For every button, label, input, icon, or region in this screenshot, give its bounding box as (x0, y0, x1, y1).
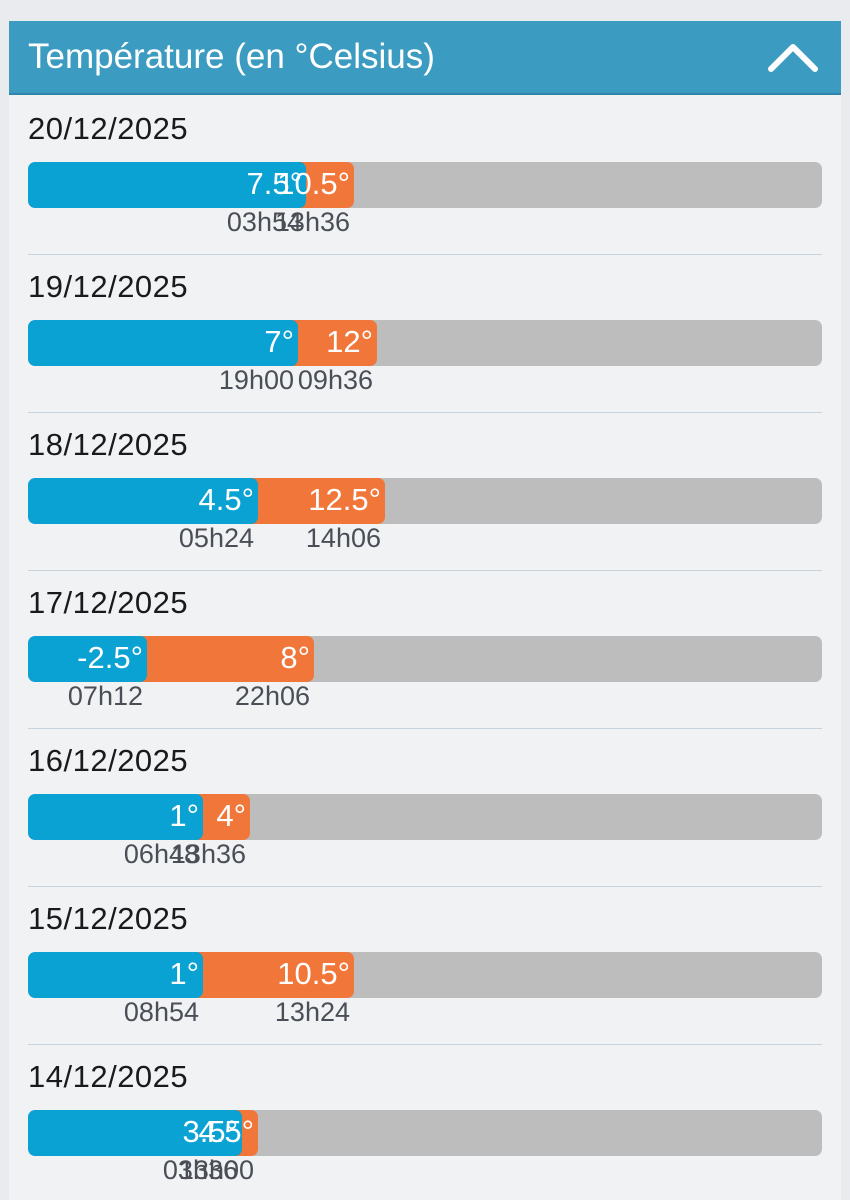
min-temperature-bar (28, 478, 258, 524)
panel-header[interactable]: Température (en °Celsius) (9, 21, 841, 95)
collapse-button[interactable] (761, 31, 825, 83)
max-temperature-time: 13h00 (178, 1155, 254, 1185)
day-date: 19/12/2025 (28, 269, 189, 304)
max-temperature-label: 10.5° (277, 956, 350, 991)
min-temperature-label: 1° (169, 956, 199, 991)
max-temperature-time: 14h06 (305, 523, 381, 553)
max-temperature-label: 4.5° (198, 1114, 255, 1149)
day-row: 17/12/2025 -2.5° 8° 07h12 22h06 (9, 571, 841, 729)
min-temperature-label: 4.5° (198, 482, 255, 517)
day-date: 14/12/2025 (28, 1059, 189, 1094)
row-divider (28, 728, 822, 729)
row-divider (28, 886, 822, 887)
min-temperature-bar (28, 320, 298, 366)
max-temperature-time: 13h36 (274, 207, 350, 237)
min-temperature-label: 3.5° (182, 1114, 239, 1149)
max-temperature-label: 12° (326, 324, 373, 359)
min-temperature-bar (28, 952, 203, 998)
day-row: 14/12/2025 3.5° 4.5° 03h36 13h00 (9, 1045, 841, 1200)
max-temperature-time: 09h36 (297, 365, 373, 395)
day-row: 16/12/2025 1° 4° 06h48 13h36 (9, 729, 841, 887)
min-temperature-bar (28, 636, 147, 682)
min-temperature-time: 03h54 (226, 207, 302, 237)
day-date: 18/12/2025 (28, 427, 189, 462)
max-temperature-label: 12.5° (308, 482, 381, 517)
max-temperature-label: 4° (216, 798, 246, 833)
min-temperature-time: 06h48 (123, 839, 199, 869)
min-temperature-label: 7.5° (246, 166, 303, 201)
temperature-bar[interactable]: 3.5° 4.5° (28, 1110, 822, 1156)
chevron-up-icon (768, 44, 818, 72)
max-temperature-label: 8° (280, 640, 310, 675)
temperature-bar[interactable]: 4.5° 12.5° (28, 478, 822, 524)
row-divider (28, 1044, 822, 1045)
max-temperature-label: 10.5° (277, 166, 350, 201)
temperature-bar[interactable]: -2.5° 8° (28, 636, 822, 682)
max-temperature-time: 22h06 (234, 681, 310, 711)
row-divider (28, 412, 822, 413)
min-temperature-label: -2.5° (77, 640, 143, 675)
row-divider (28, 570, 822, 571)
temperature-bar[interactable]: 1° 4° (28, 794, 822, 840)
max-temperature-bar (250, 478, 385, 524)
day-date: 20/12/2025 (28, 111, 189, 146)
day-row: 15/12/2025 1° 10.5° 08h54 13h24 (9, 887, 841, 1045)
min-temperature-time: 07h12 (67, 681, 143, 711)
day-row: 18/12/2025 4.5° 12.5° 05h24 14h06 (9, 413, 841, 571)
temperature-bar[interactable]: 1° 10.5° (28, 952, 822, 998)
day-date: 17/12/2025 (28, 585, 189, 620)
max-temperature-bar (139, 636, 314, 682)
temperature-panel: Température (en °Celsius) 20/12/2025 7.5°… (9, 21, 841, 1200)
max-temperature-bar (195, 794, 250, 840)
min-temperature-time: 03h36 (162, 1155, 238, 1185)
max-temperature-bar (195, 952, 354, 998)
day-row: 20/12/2025 7.5° 10.5° 03h54 13h36 (9, 97, 841, 255)
min-temperature-time: 08h54 (123, 997, 199, 1027)
max-temperature-time: 13h36 (170, 839, 246, 869)
row-divider (28, 254, 822, 255)
max-temperature-bar (298, 162, 354, 208)
min-temperature-bar (28, 794, 203, 840)
max-temperature-time: 13h24 (274, 997, 350, 1027)
panel-title: Température (en °Celsius) (28, 37, 435, 76)
temperature-bar[interactable]: 7.5° 10.5° (28, 162, 822, 208)
day-date: 16/12/2025 (28, 743, 189, 778)
max-temperature-bar (290, 320, 377, 366)
min-temperature-bar (28, 162, 306, 208)
min-temperature-bar (28, 1110, 242, 1156)
temperature-bar[interactable]: 7° 12° (28, 320, 822, 366)
min-temperature-label: 1° (169, 798, 199, 833)
min-temperature-label: 7° (264, 324, 294, 359)
day-row: 19/12/2025 7° 12° 19h00 09h36 (9, 255, 841, 413)
min-temperature-time: 19h00 (218, 365, 294, 395)
day-date: 15/12/2025 (28, 901, 189, 936)
min-temperature-time: 05h24 (178, 523, 254, 553)
